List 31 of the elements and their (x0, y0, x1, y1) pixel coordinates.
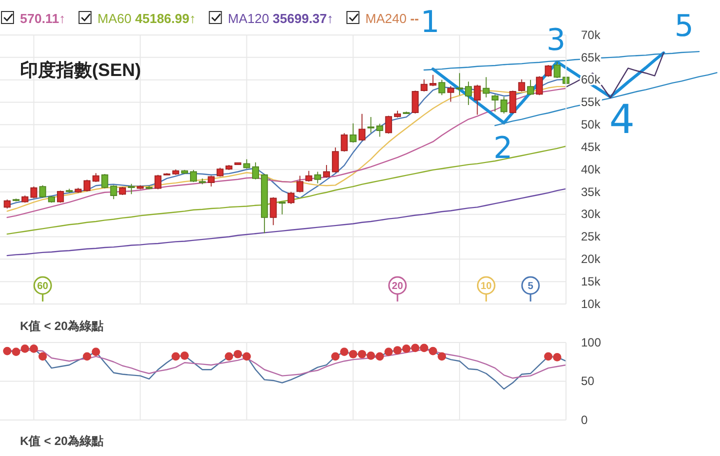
annotation: 1 (420, 5, 440, 40)
annotation: 20 (392, 281, 404, 292)
text: MA120 35699.37↑ (228, 11, 334, 26)
y-tick-label: 0 (581, 412, 588, 427)
y-tick-label: 10k (581, 296, 602, 311)
text: MA60 45186.99↑ (98, 11, 196, 26)
annotation: 10 (480, 281, 492, 292)
y-tick-label: 25k (581, 230, 602, 244)
y-tick-label: 50k (581, 118, 602, 132)
y-tick-label: 100 (581, 335, 602, 350)
y-tick-label: 65k (581, 50, 602, 64)
y-tick-label: 20k (581, 252, 602, 266)
text: MA240 -- (365, 11, 419, 26)
y-tick-label: 35k (581, 184, 602, 199)
y-tick-label: 50 (581, 374, 595, 388)
text: 570.11↑ (20, 11, 66, 26)
annotation: 5 (528, 281, 534, 292)
y-tick-label: 15k (581, 274, 602, 288)
annotation: 5 (674, 9, 694, 44)
chart-title: K值 < 20為綠點 (20, 319, 104, 333)
annotation: 2 (493, 131, 513, 166)
annotation: 4 (609, 97, 635, 143)
annotation: 3 (546, 23, 566, 58)
y-tick-label: 70k (581, 28, 602, 42)
y-tick-label: 55k (581, 95, 602, 110)
y-tick-label: 45k (581, 140, 602, 154)
annotation: 60 (37, 281, 49, 292)
text: 印度指數(SEN) (20, 60, 142, 80)
text: K值 < 20為綠點 (20, 434, 104, 448)
y-tick-label: 40k (581, 162, 602, 176)
y-tick-label: 30k (581, 207, 602, 222)
